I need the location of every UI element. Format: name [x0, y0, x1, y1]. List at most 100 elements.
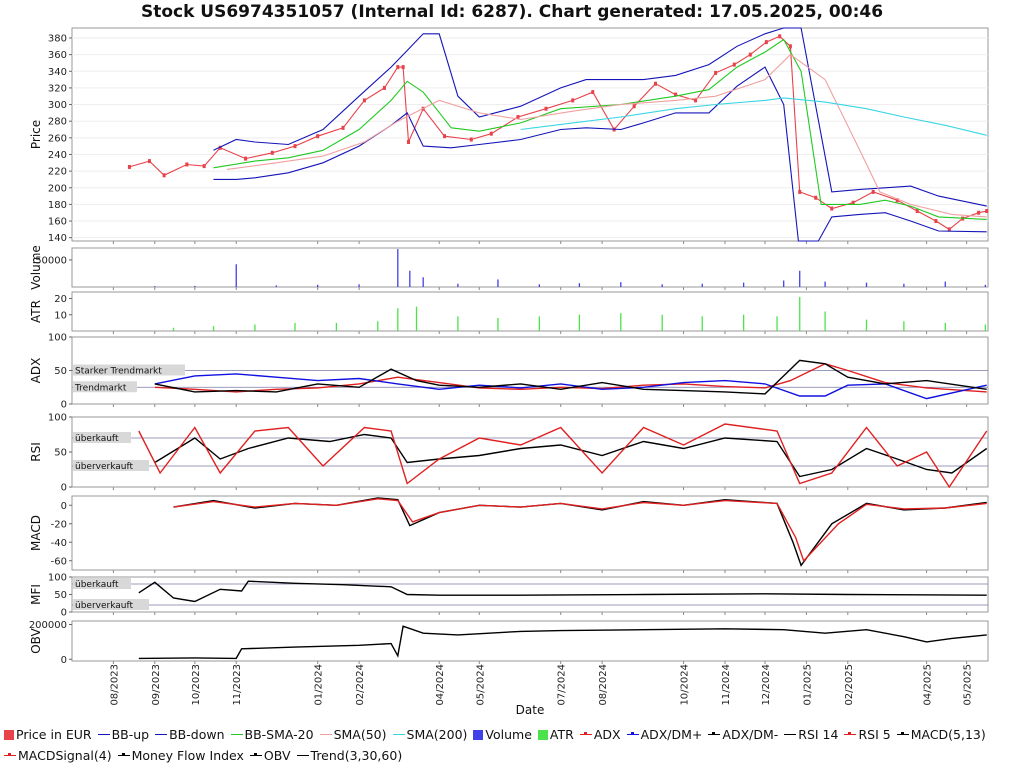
x-tick-label: 08/2024 [598, 664, 609, 706]
y-tick-label: 240 [48, 150, 67, 161]
legend-line [579, 732, 592, 735]
price-point [443, 134, 447, 139]
legend-label: SMA(50) [333, 727, 387, 742]
y-tick-label: 200000 [29, 620, 67, 631]
series-line-bb-down [213, 66, 987, 242]
y-tick-label: -40 [51, 538, 67, 549]
y-tick-label: 50 [54, 366, 67, 377]
legend-label: ADX/DM- [722, 727, 779, 742]
legend-line [784, 734, 797, 735]
legend-line [896, 732, 909, 735]
legend-line [844, 732, 857, 735]
price-point [571, 98, 575, 103]
price-point [674, 92, 678, 97]
legend-item: BB-SMA-20 [230, 724, 314, 745]
legend-label: BB-down [169, 727, 225, 742]
chart-title: Stock US6974351057 (Internal Id: 6287). … [140, 2, 884, 22]
series-line-adx-dm- [154, 359, 987, 395]
legend-item: BB-down [155, 724, 225, 745]
y-axis-label-atr: ATR [29, 300, 43, 323]
price-point [382, 85, 386, 90]
y-tick-label: 200 [48, 183, 67, 194]
reference-label-bg [73, 599, 149, 610]
price-point [830, 206, 834, 211]
legend-line [249, 753, 262, 756]
y-tick-label: 100 [48, 573, 67, 584]
series-line-obv [138, 625, 987, 660]
legend-label: MACDSignal(4) [18, 748, 112, 763]
legend-item: Trend(3,30,60) [296, 745, 403, 766]
legend-swatch [473, 730, 484, 740]
x-tick-label: 12/2024 [761, 664, 772, 706]
price-point [162, 173, 166, 178]
price-point [694, 98, 698, 103]
legend-item: ADX [579, 724, 621, 745]
price-point [778, 34, 782, 39]
legend-line [708, 732, 721, 735]
price-point [977, 210, 981, 215]
x-tick-label: 04/2025 [923, 664, 934, 706]
series-line-money-flow-index [138, 580, 987, 603]
price-point [732, 62, 736, 67]
legend-item: ATR [537, 724, 574, 745]
legend-label: Trend(3,30,60) [310, 748, 403, 763]
panel-frame-obv [71, 620, 989, 662]
price-point [788, 44, 792, 49]
legend-label: ADX/DM+ [640, 727, 703, 742]
y-tick-label: 160 [48, 217, 67, 228]
legend-label: BB-SMA-20 [244, 727, 314, 742]
legend-swatch [537, 730, 548, 740]
price-point [406, 139, 410, 144]
price-point [489, 131, 493, 136]
panel-frame-macd [71, 495, 989, 571]
y-tick-label: 50000 [35, 255, 67, 266]
legend-item: ADX/DM- [708, 724, 778, 745]
x-tick-label: 10/2024 [680, 664, 691, 706]
price-point [147, 159, 151, 164]
price-point [947, 227, 951, 232]
x-tick-label: 08/2023 [109, 664, 120, 706]
y-tick-label: -60 [51, 556, 67, 567]
legend-label: BB-up [111, 727, 150, 742]
price-point [591, 90, 595, 95]
legend-item: Volume [473, 724, 532, 745]
legend-item: ADX/DM+ [626, 724, 703, 745]
reference-label: überkauft [75, 580, 119, 590]
series-line-bb-up [213, 27, 987, 207]
legend-label: Money Flow Index [131, 748, 244, 763]
y-axis-label-rsi: RSI [29, 442, 43, 462]
price-point [218, 145, 222, 150]
legend-line [4, 753, 16, 756]
y-tick-label: 0 [61, 655, 67, 666]
legend-label: OBV [263, 748, 291, 763]
price-point [396, 65, 400, 70]
price-point [985, 209, 989, 214]
reference-label: überverkauft [75, 462, 134, 472]
legend-item: Price in EUR [4, 724, 92, 745]
stock-chart: 08/2023 09/2023 10/2023 11/2023 01/2024 02/20… [29, 27, 989, 717]
reference-label-bg [73, 460, 149, 471]
reference-label: Starker Trendmarkt [75, 367, 162, 377]
legend-label: ATR [549, 727, 574, 742]
price-point [401, 65, 405, 70]
x-tick-label: 02/2025 [844, 664, 855, 706]
x-tick-label: 04/2024 [435, 664, 446, 706]
legend-label: RSI 14 [798, 727, 839, 742]
price-point [632, 104, 636, 109]
legend-item: Money Flow Index [117, 745, 244, 766]
price-point [748, 52, 752, 57]
legend-line [155, 734, 168, 735]
legend-label: Price in EUR [16, 727, 92, 742]
price-point [469, 137, 473, 142]
price-point [714, 70, 718, 75]
y-tick-label: 320 [48, 83, 67, 94]
x-tick-label: 01/2025 [802, 664, 813, 706]
legend-line [97, 734, 110, 735]
x-tick-label: 09/2023 [151, 664, 162, 706]
price-point [244, 156, 248, 161]
reference-label: überverkauft [75, 601, 134, 611]
price-point [362, 98, 366, 103]
price-point [270, 150, 274, 155]
x-tick-label: 02/2024 [355, 664, 366, 706]
x-axis-label: Date [516, 703, 545, 717]
